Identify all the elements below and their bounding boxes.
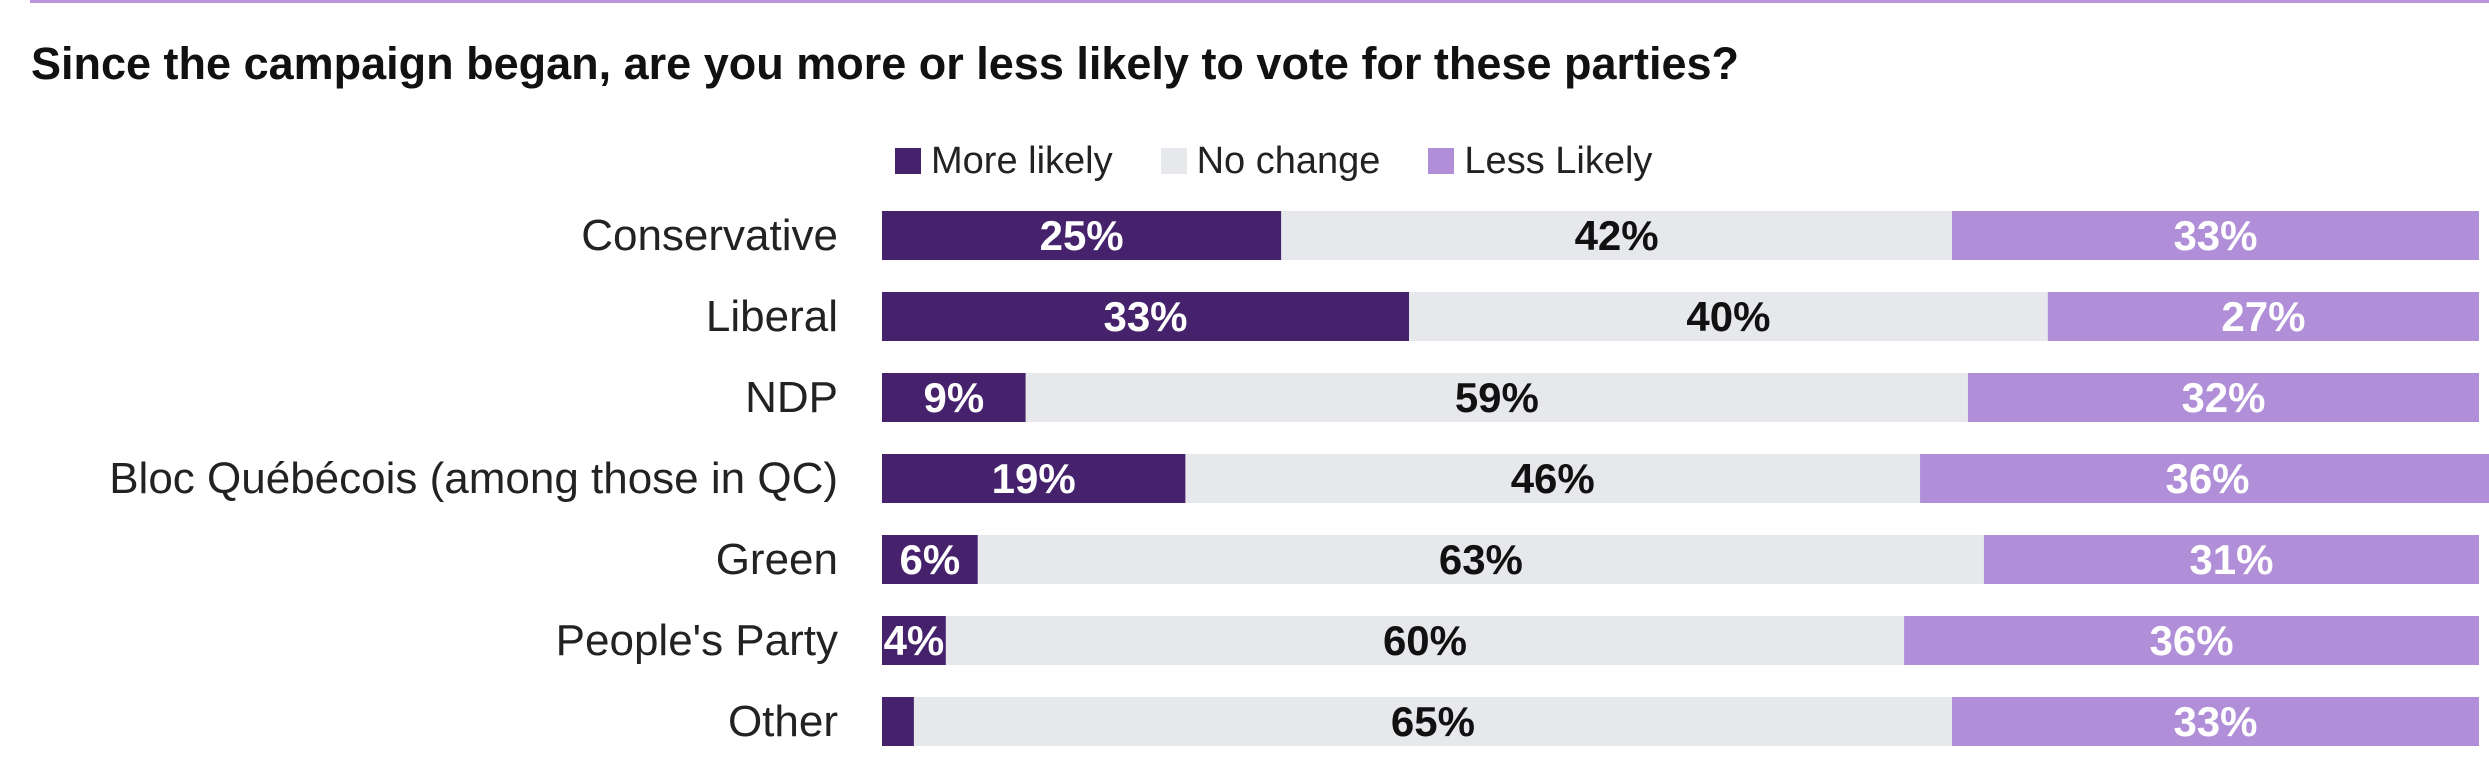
value-label-less-likely-green: 31% xyxy=(2189,536,2273,583)
bar-less-likely-green xyxy=(1983,535,2479,584)
bar-more-likely-people-s-party xyxy=(882,616,946,665)
value-label-no-change-conservative: 42% xyxy=(1575,212,1659,259)
value-label-more-likely-people-s-party: 4% xyxy=(884,617,945,664)
value-label-more-likely-bloc-qu-b-cois-among-those-in-qc: 19% xyxy=(992,455,1076,502)
bar-no-change-green xyxy=(977,535,1984,584)
bar-less-likely-conservative xyxy=(1951,211,2479,260)
legend-item-no-change: No change xyxy=(1160,139,1381,183)
bar-less-likely-people-s-party xyxy=(1904,616,2479,665)
bar-more-likely-conservative xyxy=(882,211,1282,260)
category-label-bloc-qu-b-cois-among-those-in-qc: Bloc Québécois (among those in QC) xyxy=(109,454,838,503)
value-label-no-change-liberal: 40% xyxy=(1686,293,1770,340)
legend-label-less-likely: Less Likely xyxy=(1464,139,1653,182)
legend-label-more-likely: More likely xyxy=(931,139,1113,182)
value-label-less-likely-people-s-party: 36% xyxy=(2150,617,2234,664)
bar-more-likely-green xyxy=(882,535,978,584)
legend: More likely No change Less Likely xyxy=(895,138,1700,184)
legend-item-more-likely: More likely xyxy=(895,140,1113,183)
bar-no-change-bloc-qu-b-cois-among-those-in-qc xyxy=(1185,454,1921,503)
category-label-conservative: Conservative xyxy=(581,211,838,260)
bar-less-likely-liberal xyxy=(2047,292,2479,341)
value-label-less-likely-other: 33% xyxy=(2173,698,2257,745)
category-label-other: Other xyxy=(728,697,838,746)
bar-less-likely-other xyxy=(1951,697,2479,746)
value-label-more-likely-ndp: 9% xyxy=(924,374,985,421)
category-label-people-s-party: People's Party xyxy=(556,616,838,665)
value-label-more-likely-conservative: 25% xyxy=(1040,212,1124,259)
bar-more-likely-ndp xyxy=(882,373,1026,422)
value-label-more-likely-green: 6% xyxy=(900,536,961,583)
value-label-less-likely-bloc-qu-b-cois-among-those-in-qc: 36% xyxy=(2165,455,2249,502)
bar-no-change-liberal xyxy=(1409,292,2048,341)
value-label-less-likely-conservative: 33% xyxy=(2173,212,2257,259)
bar-more-likely-liberal xyxy=(882,292,1410,341)
value-label-no-change-green: 63% xyxy=(1439,536,1523,583)
legend-item-less-likely: Less Likely xyxy=(1428,140,1652,183)
bar-more-likely-other xyxy=(882,697,914,746)
value-label-more-likely-liberal: 33% xyxy=(1103,293,1187,340)
category-label-green: Green xyxy=(716,535,838,584)
legend-swatch-more-likely xyxy=(895,148,921,174)
value-label-no-change-bloc-qu-b-cois-among-those-in-qc: 46% xyxy=(1511,455,1595,502)
value-label-less-likely-liberal: 27% xyxy=(2221,293,2305,340)
value-label-less-likely-ndp: 32% xyxy=(2181,374,2265,421)
value-label-no-change-other: 65% xyxy=(1391,698,1475,745)
bar-less-likely-bloc-qu-b-cois-among-those-in-qc xyxy=(1920,454,2489,503)
bar-less-likely-ndp xyxy=(1967,373,2479,422)
bar-no-change-other xyxy=(913,697,1952,746)
bar-no-change-ndp xyxy=(1025,373,1968,422)
bar-more-likely-bloc-qu-b-cois-among-those-in-qc xyxy=(882,454,1186,503)
legend-label-no-change: No change xyxy=(1196,139,1381,182)
bar-no-change-people-s-party xyxy=(945,616,1905,665)
category-label-liberal: Liberal xyxy=(706,292,838,341)
chart-title: Since the campaign began, are you more o… xyxy=(31,38,1740,89)
legend-swatch-no-change xyxy=(1160,148,1187,174)
value-label-no-change-ndp: 59% xyxy=(1455,374,1539,421)
top-divider xyxy=(30,0,2489,3)
bar-no-change-conservative xyxy=(1281,211,1952,260)
value-label-no-change-people-s-party: 60% xyxy=(1383,617,1467,664)
legend-swatch-less-likely xyxy=(1428,148,1455,174)
category-label-ndp: NDP xyxy=(745,373,838,422)
